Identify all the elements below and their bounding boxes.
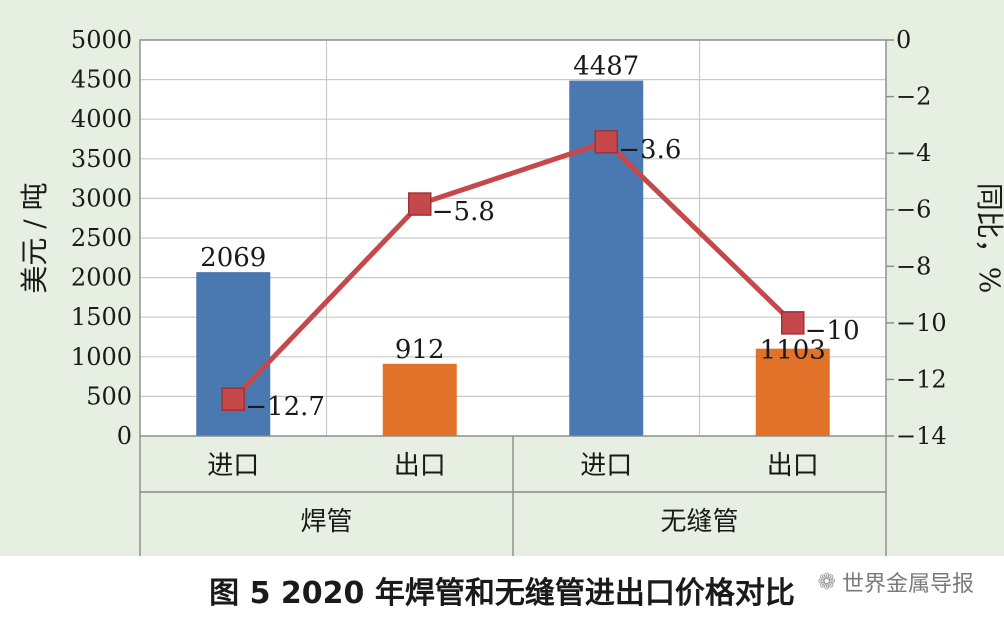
y-left-tick-label: 2500 <box>71 224 132 252</box>
y-left-tick-label: 0 <box>117 422 132 450</box>
line-marker <box>594 130 618 154</box>
line-marker <box>408 192 432 216</box>
left-axis-ticks: 0 500 1000 1500 2000 2500 3000 3500 4000 4500 5000 <box>71 26 132 450</box>
line-value-label: −12.7 <box>245 392 325 422</box>
bar-value-label: 912 <box>395 335 445 365</box>
y-right-tick-label: −12 <box>896 365 947 393</box>
line-value-label: −10 <box>805 316 860 346</box>
bar <box>755 348 830 436</box>
category-label: 出口 <box>767 451 819 481</box>
bar <box>382 363 457 436</box>
y-left-tick-label: 4500 <box>71 66 132 94</box>
plot-frame <box>139 39 887 556</box>
y-left-tick-label: 2000 <box>71 264 132 292</box>
bar-value-label: 4487 <box>573 52 639 82</box>
line-series <box>221 130 805 411</box>
y-left-tick-label: 500 <box>86 382 132 410</box>
y-right-tick-label: 0 <box>896 26 911 54</box>
series-line <box>231 139 795 401</box>
y-left-tick-label: 1500 <box>71 303 132 331</box>
line-marker <box>221 387 245 411</box>
y-left-tick-label: 1000 <box>71 343 132 371</box>
category-label: 出口 <box>394 451 446 481</box>
category-label: 进口 <box>207 451 259 481</box>
group-label: 焊管 <box>300 507 352 537</box>
group-label: 无缝管 <box>660 507 738 537</box>
y-right-tick-label: −2 <box>896 83 931 111</box>
y-right-tick-label: −8 <box>896 252 931 280</box>
y-left-tick-label: 4000 <box>71 105 132 133</box>
wechat-icon: ❁ <box>817 569 836 595</box>
chart-panel: 0 500 1000 1500 2000 2500 3000 3500 4000 4500 5000… <box>0 0 1004 556</box>
y-right-tick-label: −4 <box>896 139 931 167</box>
y-right-tick-label: −14 <box>896 422 947 450</box>
y-left-axis-title: 美元 / 吨 <box>18 182 51 293</box>
line-value-label: −3.6 <box>618 135 681 165</box>
category-label: 进口 <box>580 451 632 481</box>
y-left-tick-label: 5000 <box>71 26 132 54</box>
line-marker <box>781 311 805 335</box>
bar-value-label: 1103 <box>760 336 826 366</box>
y-right-tick-label: −6 <box>896 196 931 224</box>
y-left-tick-label: 3500 <box>71 145 132 173</box>
line-value-label: −5.8 <box>432 197 495 227</box>
figure-caption: 图 5 2020 年焊管和无缝管进出口价格对比 <box>209 576 795 611</box>
y-left-tick-label: 3000 <box>71 184 132 212</box>
watermark-text: 世界金属导报 <box>841 572 974 597</box>
right-axis-ticks: 0 −2 −4 −6 −8 −10 −12 −14 <box>886 26 947 450</box>
data-labels: 2069 912 4487 1103 −12.7 −5.8 −3.6 −10 <box>200 52 859 423</box>
bar-value-label: 2069 <box>200 243 266 273</box>
chart: 0 500 1000 1500 2000 2500 3000 3500 4000 4500 5000… <box>18 26 1004 556</box>
y-right-tick-label: −10 <box>896 309 947 337</box>
y-right-axis-title: 同比，% <box>973 183 1004 294</box>
watermark: ❁ 世界金属导报 <box>818 566 974 598</box>
